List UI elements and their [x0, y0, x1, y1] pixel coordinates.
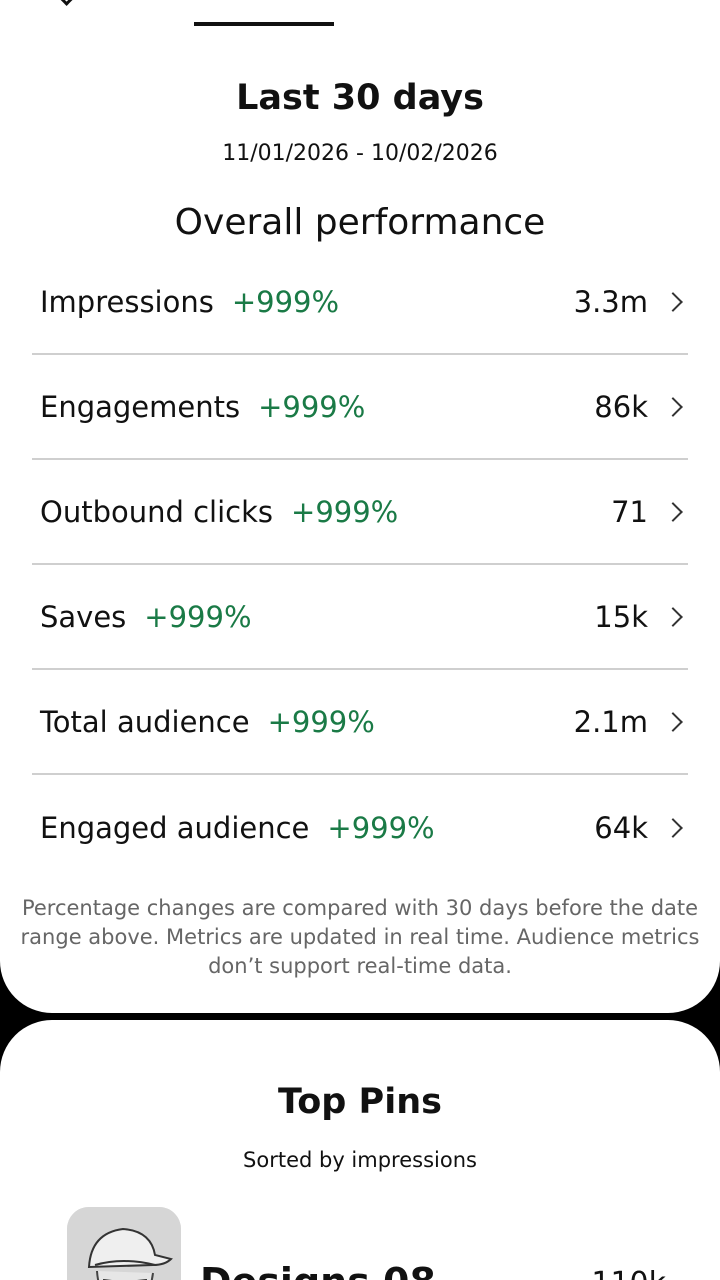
- pin-title[interactable]: Designs 08: [200, 1260, 436, 1280]
- metric-label: Saves: [40, 599, 127, 634]
- metric-label: Impressions: [40, 284, 214, 319]
- metric-value: 15k: [594, 599, 648, 634]
- metric-change: +999%: [291, 494, 399, 529]
- back-chevron-icon[interactable]: [58, 0, 78, 6]
- period-title: Last 30 days: [236, 78, 484, 118]
- chevron-right-icon: [663, 291, 683, 312]
- pin-impressions-value: 110k: [591, 1266, 666, 1280]
- top-pins-card: Top Pins Sorted by impressions Designs 0…: [0, 1020, 720, 1280]
- chevron-right-icon: [663, 396, 683, 417]
- metric-value: 71: [611, 494, 648, 529]
- metric-row-total-audience[interactable]: Total audience +999% 2.1m: [32, 670, 688, 775]
- active-tab-indicator: [194, 22, 334, 26]
- date-range[interactable]: 11/01/2026 - 10/02/2026: [222, 141, 498, 166]
- metric-value: 86k: [594, 389, 648, 424]
- overall-performance-card: Last 30 days 11/01/2026 - 10/02/2026 Ove…: [0, 0, 720, 1013]
- metric-row-outbound-clicks[interactable]: Outbound clicks +999% 71: [32, 460, 688, 565]
- metric-label: Engaged audience: [40, 810, 310, 845]
- metric-label: Outbound clicks: [40, 494, 274, 529]
- chevron-right-icon: [663, 711, 683, 732]
- metric-row-saves[interactable]: Saves +999% 15k: [32, 565, 688, 670]
- metric-value: 2.1m: [573, 704, 648, 739]
- metric-value: 3.3m: [573, 284, 648, 319]
- metric-value: 64k: [594, 810, 648, 845]
- section-title: Overall performance: [174, 202, 546, 243]
- chevron-right-icon: [663, 817, 683, 838]
- pin-sketch-image: [67, 1207, 181, 1280]
- chevron-right-icon: [663, 501, 683, 522]
- metric-row-impressions[interactable]: Impressions +999% 3.3m: [32, 250, 688, 355]
- metrics-footnote: Percentage changes are compared with 30 …: [20, 896, 700, 978]
- pin-thumbnail[interactable]: [67, 1207, 181, 1280]
- metric-label: Engagements: [40, 389, 241, 424]
- chevron-right-icon: [663, 606, 683, 627]
- metric-change: +999%: [231, 284, 340, 319]
- metric-change: +999%: [258, 389, 366, 424]
- metric-label: Total audience: [40, 704, 250, 739]
- metric-row-engaged-audience[interactable]: Engaged audience +999% 64k: [32, 775, 688, 880]
- metric-change: +999%: [144, 599, 252, 634]
- metric-change: +999%: [267, 704, 375, 739]
- metric-row-engagements[interactable]: Engagements +999% 86k: [32, 355, 688, 460]
- metric-change: +999%: [327, 810, 435, 845]
- top-pins-title: Top Pins: [278, 1082, 442, 1122]
- top-pins-subtitle[interactable]: Sorted by impressions: [243, 1148, 477, 1172]
